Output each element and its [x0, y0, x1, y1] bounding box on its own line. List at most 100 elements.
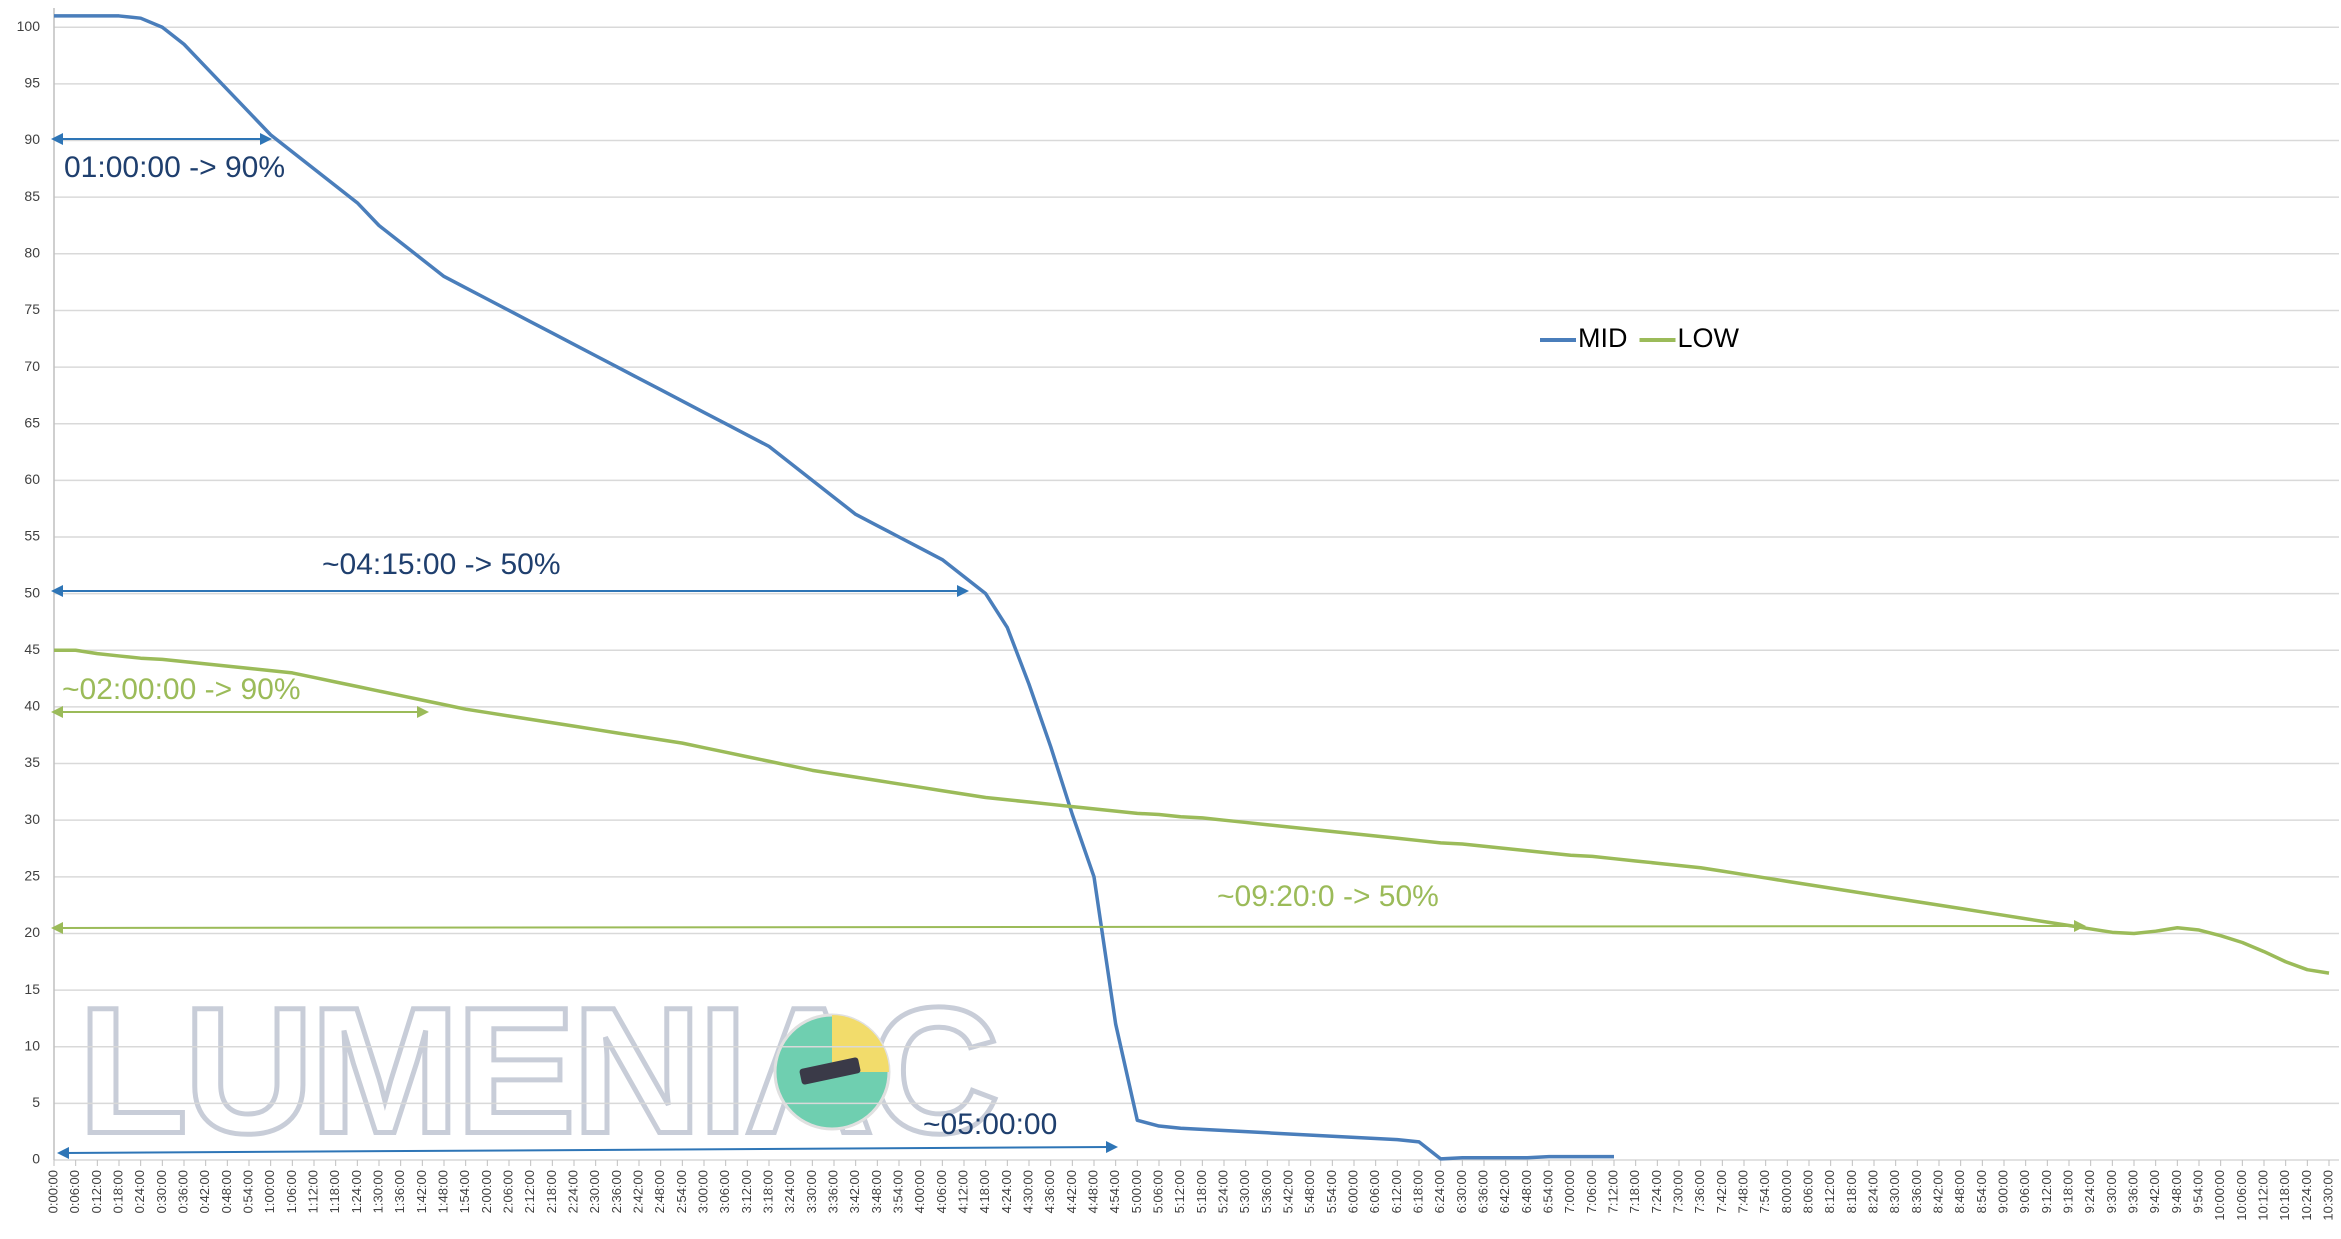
x-tick-label: 2:06:00: [500, 1170, 515, 1213]
annotation: ~02:00:00 -> 90%: [62, 673, 301, 706]
x-tick-label: 1:48:00: [435, 1170, 450, 1213]
x-tick-label: 6:48:00: [1519, 1170, 1534, 1213]
x-tick-label: 4:18:00: [977, 1170, 992, 1213]
annotation-arrow: [51, 920, 2086, 934]
x-tick-label: 0:42:00: [197, 1170, 212, 1213]
x-tick-label: 1:06:00: [284, 1170, 299, 1213]
x-tick-label: 10:00:00: [2212, 1170, 2227, 1221]
x-tick-label: 2:48:00: [652, 1170, 667, 1213]
x-tick-label: 6:12:00: [1389, 1170, 1404, 1213]
x-tick-label: 10:18:00: [2277, 1170, 2292, 1221]
y-tick-label: 95: [24, 75, 40, 91]
x-tick-label: 5:48:00: [1302, 1170, 1317, 1213]
legend-label: MID: [1578, 323, 1628, 353]
x-tick-label: 8:54:00: [1974, 1170, 1989, 1213]
y-tick-label: 45: [24, 641, 40, 657]
x-tick-label: 1:00:00: [262, 1170, 277, 1213]
y-tick-label: 40: [24, 698, 40, 714]
y-tick-label: 25: [24, 868, 40, 884]
y-tick-label: 20: [24, 924, 40, 940]
y-tick-label: 80: [24, 245, 40, 261]
x-tick-label: 4:30:00: [1020, 1170, 1035, 1213]
x-tick-label: 3:30:00: [804, 1170, 819, 1213]
x-tick-label: 2:36:00: [609, 1170, 624, 1213]
logo: [773, 1013, 891, 1131]
y-tick-label: 75: [24, 301, 40, 317]
x-tick-label: 1:18:00: [327, 1170, 342, 1213]
y-tick-label: 100: [17, 18, 41, 34]
x-tick-label: 10:06:00: [2234, 1170, 2249, 1221]
x-tick-label: 4:48:00: [1085, 1170, 1100, 1213]
x-tick-label: 7:24:00: [1649, 1170, 1664, 1213]
x-tick-label: 3:06:00: [717, 1170, 732, 1213]
x-tick-label: 4:42:00: [1064, 1170, 1079, 1213]
y-tick-label: 55: [24, 528, 40, 544]
x-tick-label: 3:42:00: [847, 1170, 862, 1213]
y-tick-label: 85: [24, 188, 40, 204]
x-tick-label: 4:12:00: [955, 1170, 970, 1213]
x-tick-label: 7:36:00: [1692, 1170, 1707, 1213]
x-tick-label: 2:24:00: [565, 1170, 580, 1213]
annotation: ~05:00:00: [923, 1108, 1057, 1141]
x-tick-label: 8:00:00: [1779, 1170, 1794, 1213]
x-tick-label: 8:30:00: [1887, 1170, 1902, 1213]
x-tick-label: 4:54:00: [1107, 1170, 1122, 1213]
x-tick-label: 3:48:00: [869, 1170, 884, 1213]
x-tick-label: 9:18:00: [2060, 1170, 2075, 1213]
x-tick-label: 0:18:00: [110, 1170, 125, 1213]
x-tick-label: 1:12:00: [305, 1170, 320, 1213]
x-tick-label: 9:06:00: [2017, 1170, 2032, 1213]
x-tick-label: 7:30:00: [1670, 1170, 1685, 1213]
x-tick-label: 8:36:00: [1909, 1170, 1924, 1213]
x-tick-label: 6:18:00: [1410, 1170, 1425, 1213]
x-tick-label: 1:30:00: [370, 1170, 385, 1213]
y-tick-label: 0: [32, 1151, 40, 1167]
x-tick-label: 3:24:00: [782, 1170, 797, 1213]
x-tick-label: 0:36:00: [175, 1170, 190, 1213]
x-tick-label: 1:24:00: [349, 1170, 364, 1213]
y-tick-label: 15: [24, 981, 40, 997]
x-tick-label: 2:30:00: [587, 1170, 602, 1213]
series-line: [54, 14, 1614, 1161]
x-tick-label: 4:00:00: [912, 1170, 927, 1213]
x-tick-label: 0:24:00: [132, 1170, 147, 1213]
x-tick-label: 1:54:00: [457, 1170, 472, 1213]
x-tick-label: 3:54:00: [890, 1170, 905, 1213]
legend-label: LOW: [1678, 323, 1740, 353]
x-tick-label: 0:48:00: [219, 1170, 234, 1213]
x-tick-label: 5:54:00: [1324, 1170, 1339, 1213]
x-tick-label: 4:36:00: [1042, 1170, 1057, 1213]
x-tick-label: 2:54:00: [674, 1170, 689, 1213]
x-tick-label: 7:06:00: [1584, 1170, 1599, 1213]
x-tick-label: 7:48:00: [1735, 1170, 1750, 1213]
x-tick-label: 3:00:00: [695, 1170, 710, 1213]
x-tick-label: 0:54:00: [240, 1170, 255, 1213]
x-tick-label: 9:42:00: [2147, 1170, 2162, 1213]
x-tick-label: 8:18:00: [1844, 1170, 1859, 1213]
x-tick-label: 1:36:00: [392, 1170, 407, 1213]
x-tick-label: 6:24:00: [1432, 1170, 1447, 1213]
annotation: 01:00:00 -> 90%: [64, 151, 285, 184]
x-tick-label: 10:12:00: [2255, 1170, 2270, 1221]
x-tick-label: 6:42:00: [1497, 1170, 1512, 1213]
y-tick-label: 70: [24, 358, 40, 374]
x-tick-label: 2:00:00: [479, 1170, 494, 1213]
x-tick-label: 5:36:00: [1259, 1170, 1274, 1213]
x-tick-label: 4:24:00: [999, 1170, 1014, 1213]
y-tick-label: 60: [24, 471, 40, 487]
series-line: [54, 648, 2330, 975]
x-tick-label: 9:36:00: [2125, 1170, 2140, 1213]
x-tick-label: 8:24:00: [1865, 1170, 1880, 1213]
x-tick-label: 10:24:00: [2299, 1170, 2314, 1221]
x-tick-label: 4:06:00: [934, 1170, 949, 1213]
x-tick-label: 2:18:00: [544, 1170, 559, 1213]
x-tick-label: 10:30:00: [2320, 1170, 2335, 1221]
y-tick-label: 50: [24, 584, 40, 600]
y-tick-label: 90: [24, 131, 40, 147]
x-tick-label: 8:42:00: [1930, 1170, 1945, 1213]
y-tick-label: 65: [24, 414, 40, 430]
x-tick-label: 8:06:00: [1800, 1170, 1815, 1213]
x-tick-label: 2:12:00: [522, 1170, 537, 1213]
x-tick-label: 7:18:00: [1627, 1170, 1642, 1213]
